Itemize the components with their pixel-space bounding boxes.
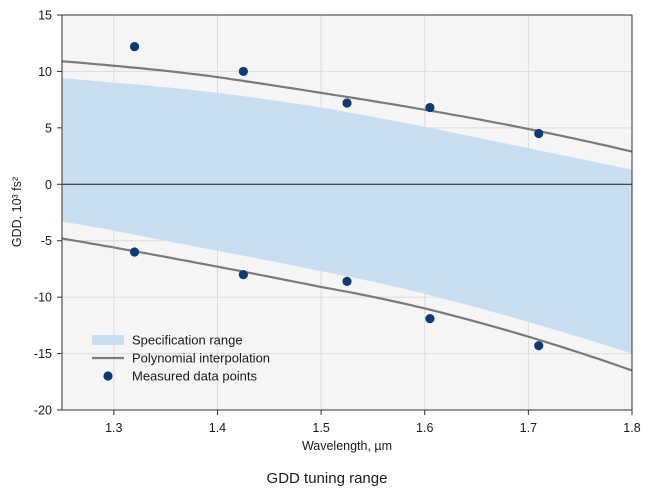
data-point (425, 102, 435, 113)
y-axis-title: GDD, 10³ fs² (10, 177, 24, 247)
y-tick-label: 5 (45, 121, 52, 135)
data-point (534, 128, 544, 139)
measured-points (129, 42, 544, 351)
legend-label: Polynomial interpolation (132, 351, 270, 366)
legend-swatch-band (92, 335, 124, 345)
y-tick-label: 0 (45, 178, 52, 192)
interpolation-curve-2 (61, 237, 633, 372)
x-tick-label: 1.8 (623, 421, 640, 435)
data-point (425, 313, 435, 324)
data-point (129, 247, 140, 257)
legend-label: Measured data points (132, 369, 258, 384)
y-tick-label: -20 (34, 404, 52, 418)
specification-range-band (62, 78, 632, 354)
data-point (129, 42, 140, 52)
y-tick-label: 15 (38, 9, 52, 23)
legend-swatch-marker (103, 371, 113, 381)
y-tick-label: -15 (34, 347, 52, 361)
data-point (342, 98, 352, 108)
x-axis-title: Wavelength, µm (302, 439, 392, 453)
x-tick-label: 1.6 (416, 421, 433, 435)
y-tick-label: 10 (38, 65, 52, 79)
x-tick-label: 1.5 (312, 421, 329, 435)
data-point (238, 269, 248, 280)
specification-band (62, 78, 632, 354)
data-point (238, 66, 248, 77)
x-tick-label: 1.3 (105, 421, 122, 435)
x-tick-label: 1.4 (209, 421, 226, 435)
data-point (342, 276, 352, 286)
legend: Specification range Polynomial interpolat… (92, 333, 270, 384)
figure-caption: GDD tuning range (266, 470, 388, 487)
y-tick-label: -5 (41, 234, 52, 248)
y-tick-label: -10 (34, 291, 52, 305)
legend-label: Specification range (132, 333, 243, 348)
x-tick-label: 1.7 (520, 421, 537, 435)
axis-ticks: 1.3 1.4 1.5 1.6 1.7 1.8 -20 -15 -10 -5 0 5 10 15 (34, 9, 641, 436)
plot-frame (61, 14, 633, 411)
data-point (534, 341, 544, 351)
